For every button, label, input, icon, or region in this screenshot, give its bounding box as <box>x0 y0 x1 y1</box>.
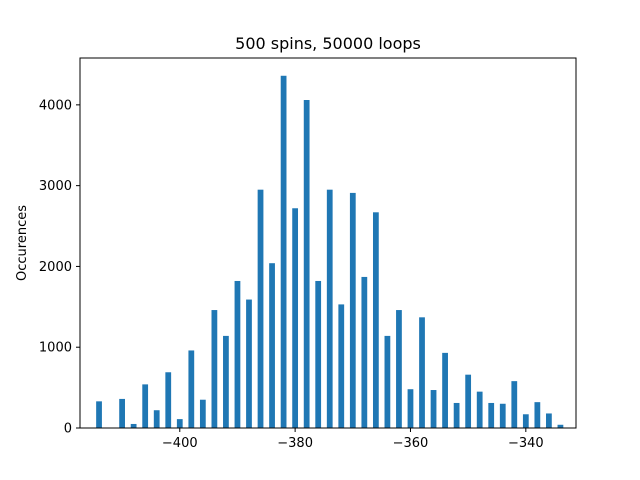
bar <box>153 410 160 428</box>
bar <box>557 424 564 428</box>
bar <box>246 299 252 428</box>
bar <box>372 212 379 428</box>
bar <box>534 402 541 428</box>
bar <box>130 423 137 428</box>
y-axis-label: Occurences <box>15 205 30 281</box>
bar <box>176 419 183 428</box>
bar <box>361 276 368 428</box>
x-tick-label: −380 <box>277 436 313 451</box>
bar <box>326 189 333 428</box>
x-axis: −400 −380 −360 −340 <box>162 428 544 451</box>
y-axis: 0 1000 2000 3000 4000 <box>39 98 80 437</box>
y-tick-label: 1000 <box>39 341 72 356</box>
bar <box>499 403 506 428</box>
bar <box>338 304 345 428</box>
bar <box>465 374 472 428</box>
bar <box>199 399 206 428</box>
y-tick-label: 4000 <box>39 98 72 113</box>
bar <box>546 413 552 428</box>
bar <box>419 317 425 428</box>
x-tick-label: −340 <box>508 436 544 451</box>
bar <box>257 189 264 428</box>
y-tick-label: 0 <box>64 422 72 437</box>
bar <box>430 390 437 428</box>
bar <box>211 310 218 428</box>
bar <box>234 280 241 428</box>
chart-title: 500 spins, 50000 loops <box>235 34 421 53</box>
bar <box>142 384 149 428</box>
bar <box>476 391 483 428</box>
bar <box>119 398 125 428</box>
bar <box>511 381 518 428</box>
bar <box>96 401 102 428</box>
bar <box>453 402 460 428</box>
bar <box>349 192 356 428</box>
plot-frame <box>79 57 577 429</box>
bars-group <box>96 75 564 429</box>
bar <box>522 414 529 428</box>
bar <box>488 402 495 428</box>
x-tick-label: −360 <box>393 436 429 451</box>
bar <box>292 208 299 428</box>
bar <box>303 100 310 428</box>
bar <box>396 310 402 428</box>
bar <box>315 280 322 428</box>
bar <box>442 352 448 428</box>
y-tick-label: 2000 <box>39 260 72 275</box>
x-tick-label: −400 <box>162 436 198 451</box>
bar <box>188 350 195 428</box>
bar <box>223 335 229 428</box>
bar <box>280 75 287 429</box>
bar <box>269 263 275 428</box>
bar <box>165 372 172 428</box>
bar <box>407 389 414 428</box>
y-tick-label: 3000 <box>39 179 72 194</box>
bar <box>384 335 391 428</box>
